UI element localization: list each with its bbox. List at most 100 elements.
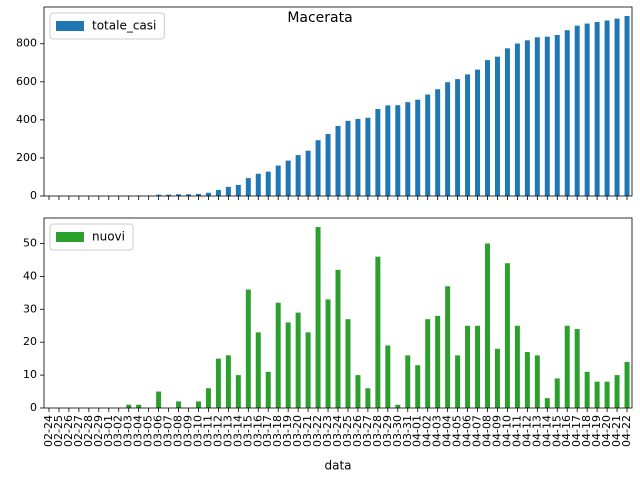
y-tick-label: 30 [23,302,37,315]
x-tick-label: 03-01 [102,415,115,447]
bar [554,34,560,196]
bar [225,186,231,196]
bar [205,192,211,196]
x-tick-label: 03-26 [351,415,364,447]
x-tick-label: 03-05 [142,415,155,447]
x-tick-label: 04-01 [411,415,424,447]
bar [156,391,162,408]
x-tick-label: 04-16 [560,415,573,447]
bar [235,375,241,408]
bar [475,325,481,408]
bar [295,312,301,408]
bar [524,40,530,196]
x-tick-label: 03-03 [122,415,135,447]
x-tick-label: 04-18 [580,415,593,447]
bar [195,193,201,196]
bar [225,355,231,408]
x-tick-label: 03-10 [191,415,204,447]
bar [215,358,221,408]
bar [395,404,401,408]
x-tick-label: 03-13 [221,415,234,447]
bar [594,22,600,196]
bar [564,325,570,408]
x-tick-label: 04-05 [451,415,464,447]
x-tick-label: 03-04 [132,415,145,447]
bar [435,89,441,196]
x-tick-label: 03-17 [261,415,274,447]
x-tick-label: 03-09 [182,415,195,447]
bar [345,120,351,196]
bar [564,30,570,196]
x-tick-label: 04-10 [500,415,513,447]
bar [176,401,182,408]
bar [415,365,421,408]
x-tick-label: 03-12 [211,415,224,447]
x-tick-label: 02-28 [82,415,95,447]
bar [156,194,162,196]
bar [385,345,391,408]
x-tick-label: 04-15 [550,415,563,447]
bar [534,37,540,196]
bar [624,361,630,408]
x-tick-label: 04-06 [461,415,474,447]
x-tick-label: 03-29 [381,415,394,447]
bar [345,319,351,408]
bar [465,325,471,408]
bar [265,371,271,408]
x-axis-label: data [324,459,351,473]
y-tick-label: 400 [16,113,37,126]
bar [504,48,510,196]
bar [415,99,421,196]
x-tick-label: 03-30 [391,415,404,447]
bar [315,227,321,408]
x-tick-label: 04-09 [490,415,503,447]
bar [285,322,291,408]
x-tick-label: 02-26 [62,415,75,447]
y-tick-label: 600 [16,75,37,88]
axes-frame [43,6,633,197]
x-tick-label: 03-25 [341,415,354,447]
y-tick-label: 200 [16,151,37,164]
x-tick-label: 03-15 [241,415,254,447]
bar [355,375,361,408]
x-tick-label: 03-23 [321,415,334,447]
x-tick-label: 03-22 [311,415,324,447]
x-tick-label: 02-24 [42,415,55,447]
bar [465,74,471,196]
bar [315,140,321,196]
x-tick-label: 03-21 [301,415,314,447]
legend-label: nuovi [92,230,125,244]
x-tick-label: 04-22 [620,415,633,447]
bar [544,398,550,408]
x-tick-label: 03-18 [271,415,284,447]
bar [235,184,241,196]
bar [455,355,461,408]
x-tick-label: 04-03 [431,415,444,447]
bar [375,109,381,196]
bar [305,332,311,408]
legend-box [49,223,134,251]
bar [494,348,500,408]
legend-box [49,12,165,40]
x-tick-label: 03-19 [281,415,294,447]
y-tick-label: 0 [30,189,37,202]
bar [604,381,610,408]
x-tick-label: 03-24 [331,415,344,447]
bar [285,160,291,196]
bar [365,388,371,408]
bar [614,375,620,408]
bar [455,79,461,196]
bar [574,25,580,196]
bar [255,332,261,408]
bar [245,178,251,196]
bar [425,319,431,408]
bar [425,94,431,196]
bar [405,102,411,196]
y-tick-label: 10 [23,368,37,381]
bar [176,194,182,196]
bar [514,43,520,196]
bar [395,105,401,196]
bar [475,69,481,196]
x-tick-label: 04-02 [421,415,434,447]
